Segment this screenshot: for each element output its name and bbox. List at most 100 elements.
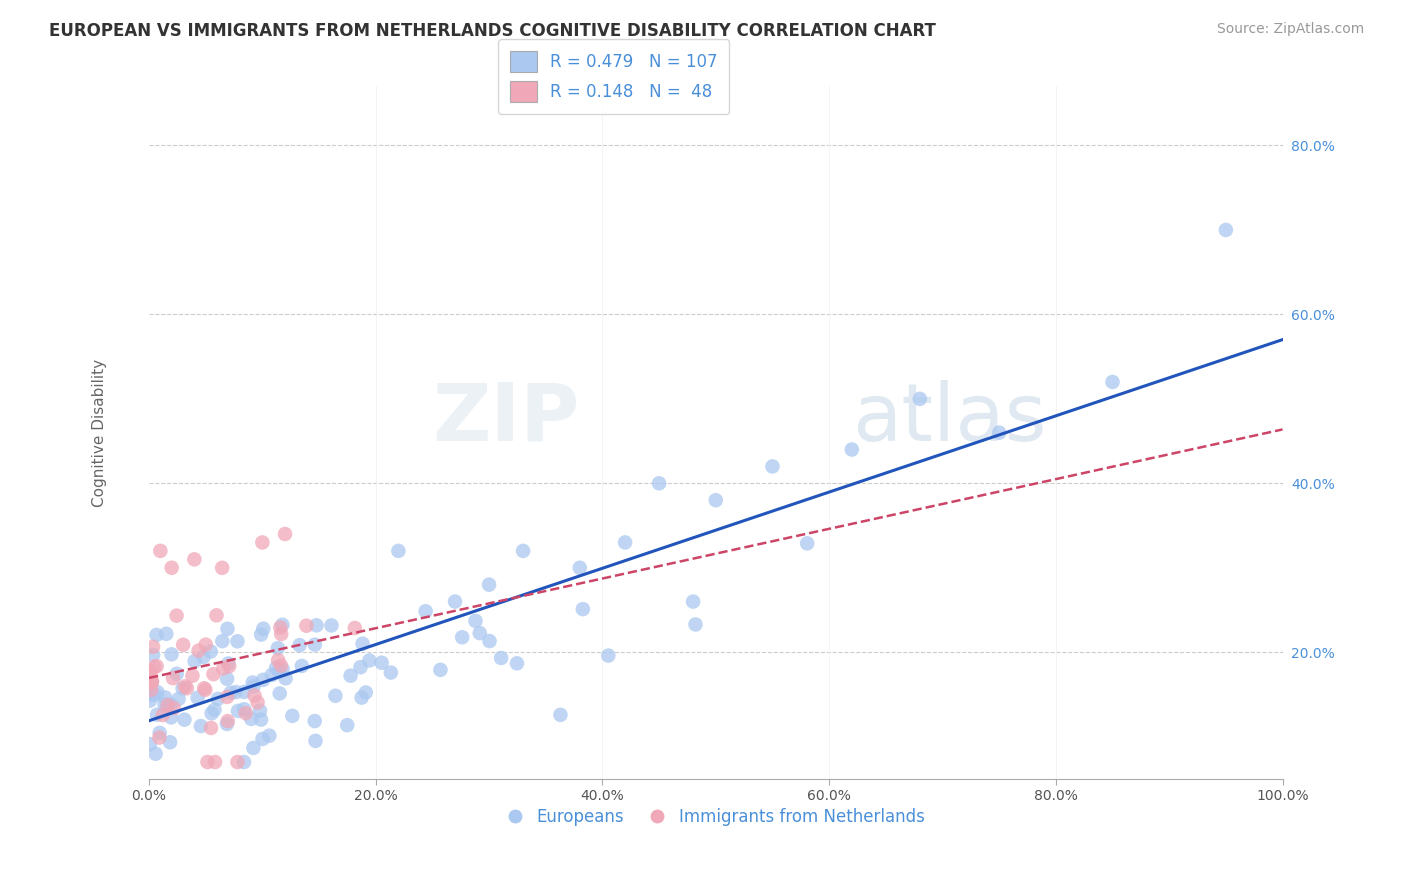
Point (217, 657, 239, 671)
Point (250, 713, 273, 727)
Point (152, 708, 174, 723)
Point (349, 660, 371, 674)
Point (145, 659, 167, 673)
Point (464, 614, 486, 628)
Point (160, 648, 183, 662)
Point (568, 561, 591, 575)
Point (550, 707, 572, 722)
Point (205, 608, 228, 623)
Point (444, 594, 467, 608)
Point (233, 685, 256, 699)
Point (370, 656, 392, 670)
Point (200, 644, 222, 658)
Point (225, 685, 247, 699)
Point (841, 442, 863, 457)
Point (305, 618, 328, 632)
Point (291, 659, 314, 673)
Point (204, 703, 226, 717)
Point (304, 638, 326, 652)
Point (174, 679, 197, 693)
Point (176, 681, 198, 696)
Point (194, 682, 217, 697)
Point (160, 561, 183, 575)
Point (139, 666, 162, 681)
Point (264, 661, 287, 675)
Point (274, 671, 297, 685)
Point (153, 698, 176, 712)
Point (908, 392, 931, 406)
Point (267, 641, 290, 656)
Point (159, 735, 181, 749)
Point (270, 658, 292, 673)
Point (685, 617, 707, 632)
Text: ZIP: ZIP (433, 380, 579, 458)
Point (181, 669, 204, 683)
Point (187, 643, 209, 657)
Point (193, 681, 215, 696)
Point (267, 653, 290, 667)
Point (202, 667, 225, 681)
Point (478, 577, 501, 591)
Point (173, 713, 195, 727)
Point (614, 535, 637, 549)
Point (304, 714, 326, 728)
Point (226, 755, 249, 769)
Point (155, 627, 177, 641)
Point (242, 740, 264, 755)
Point (233, 702, 256, 716)
Point (572, 602, 595, 616)
Point (339, 669, 361, 683)
Point (146, 707, 169, 722)
Point (252, 535, 274, 549)
Point (274, 527, 297, 541)
Point (226, 704, 249, 718)
Point (415, 604, 437, 618)
Point (215, 717, 238, 731)
Point (489, 651, 512, 665)
Point (321, 618, 343, 632)
Point (325, 689, 347, 703)
Point (468, 626, 491, 640)
Point (172, 681, 194, 696)
Point (142, 648, 165, 662)
Point (153, 690, 176, 705)
Point (190, 719, 212, 733)
Point (149, 726, 172, 740)
Point (704, 493, 727, 508)
Point (143, 688, 166, 702)
Point (211, 561, 233, 575)
Point (149, 544, 172, 558)
Point (183, 552, 205, 566)
Point (141, 675, 163, 690)
Point (761, 459, 783, 474)
Y-axis label: Cognitive Disability: Cognitive Disability (93, 359, 107, 507)
Legend: Europeans, Immigrants from Netherlands: Europeans, Immigrants from Netherlands (501, 802, 932, 833)
Point (139, 693, 162, 707)
Point (219, 686, 242, 700)
Point (240, 712, 263, 726)
Point (354, 685, 377, 699)
Point (139, 737, 162, 751)
Point (988, 425, 1011, 440)
Point (156, 700, 179, 714)
Point (156, 698, 179, 712)
Point (271, 663, 294, 677)
Point (250, 627, 273, 641)
Point (146, 685, 169, 699)
Point (252, 731, 274, 746)
Point (243, 689, 266, 703)
Point (429, 663, 451, 677)
Point (139, 682, 162, 697)
Point (249, 704, 271, 718)
Point (207, 691, 229, 706)
Point (270, 627, 292, 641)
Point (387, 544, 409, 558)
Point (648, 476, 671, 491)
Point (172, 638, 194, 652)
Point (796, 536, 818, 550)
Point (512, 544, 534, 558)
Point (267, 664, 290, 678)
Point (304, 734, 326, 748)
Point (163, 701, 186, 715)
Point (336, 718, 359, 732)
